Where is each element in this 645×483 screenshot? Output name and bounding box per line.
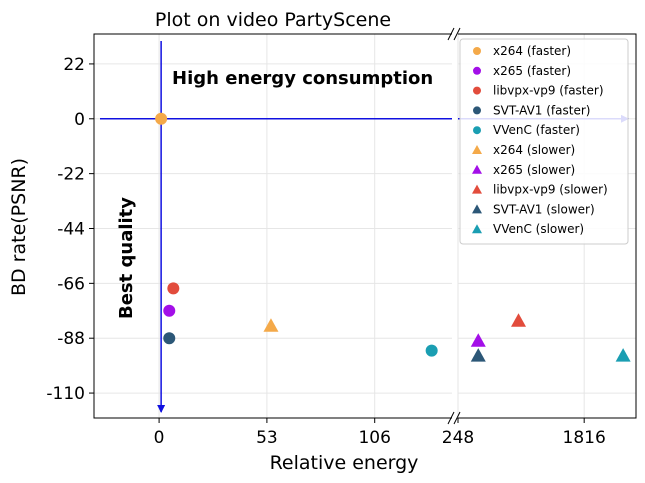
x-axis-label: Relative energy [270, 452, 419, 474]
legend-marker [472, 164, 482, 174]
y-tick-label: -88 [57, 329, 85, 349]
legend-marker [473, 126, 481, 135]
x-tick-label: 0 [154, 428, 165, 448]
legend-label: SVT-AV1 (slower) [493, 202, 595, 216]
legend-marker [472, 204, 482, 214]
y-tick-label: 0 [74, 110, 85, 130]
high-energy-annotation: High energy consumption [172, 68, 433, 89]
y-tick-label: 22 [63, 55, 85, 75]
data-point [470, 348, 486, 362]
data-point [167, 282, 180, 295]
legend-label: VVenC (faster) [493, 123, 580, 137]
y-tick-label: -110 [46, 384, 85, 404]
legend: x264 (faster) x265 (faster) libvpx-vp9 (fa… [459, 38, 629, 245]
legend-box [459, 38, 629, 245]
axes: 22 0 -22 -44 -66 -88 -110 0 53 106 248 1816 [46, 27, 637, 448]
legend-label: x265 (slower) [493, 163, 575, 177]
data-point [615, 348, 631, 362]
y-tick-label: -66 [57, 274, 85, 294]
x-tick-label: 248 [442, 428, 474, 448]
y-tick-label: -22 [57, 165, 85, 185]
data-point [163, 332, 176, 345]
data-point [263, 318, 279, 332]
chart-title: Plot on video PartyScene [155, 9, 391, 31]
best-quality-annotation: Best quality [116, 197, 137, 319]
legend-marker [472, 145, 482, 154]
x-tick-label: 53 [256, 428, 278, 448]
legend-label: libvpx-vp9 (faster) [493, 84, 604, 98]
legend-label: x265 (faster) [493, 64, 571, 78]
data-point [470, 333, 486, 347]
y-tick-label: -44 [57, 219, 85, 239]
data-point [163, 304, 176, 317]
axis-break-mark [453, 27, 461, 41]
data-point [425, 344, 438, 357]
legend-label: libvpx-vp9 (slower) [493, 183, 608, 197]
x-tick-label: 106 [358, 428, 390, 448]
legend-marker [473, 86, 481, 95]
legend-marker [473, 66, 481, 75]
x-tick-label: 1816 [563, 428, 606, 448]
reference-point [155, 112, 168, 125]
axis-break-mark [447, 27, 455, 41]
data-point [511, 313, 527, 327]
left-axis-frame [93, 33, 452, 419]
data-points [155, 112, 631, 362]
legend-label: SVT-AV1 (faster) [493, 103, 590, 117]
legend-label: x264 (faster) [493, 44, 571, 58]
axis-break-mark [447, 411, 455, 425]
legend-label: VVenC (slower) [493, 222, 584, 236]
legend-marker [473, 47, 481, 55]
legend-marker [473, 106, 481, 115]
axis-break-mark [453, 411, 461, 425]
legend-marker [472, 224, 482, 234]
right-axis-frame [458, 33, 637, 419]
legend-marker [472, 184, 482, 194]
y-axis-label: BD rate(PSNR) [8, 158, 30, 296]
legend-label: x264 (slower) [493, 143, 575, 157]
